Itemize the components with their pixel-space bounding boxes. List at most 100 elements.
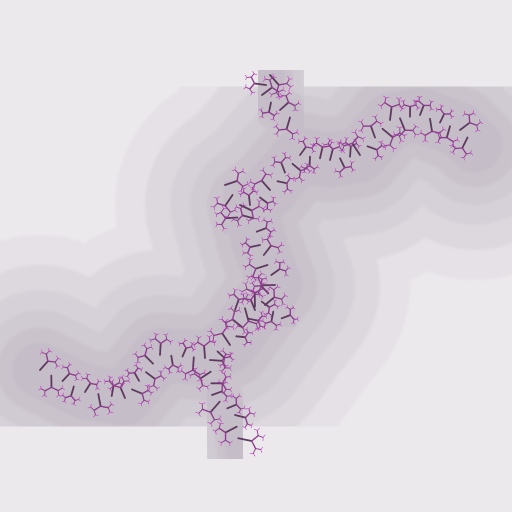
filament-segment: [218, 381, 223, 386]
filament-segment: [263, 326, 267, 330]
filament-segment: [135, 351, 137, 355]
filament-segment: [236, 214, 244, 222]
filament-segment: [271, 196, 274, 199]
filament-segment: [254, 288, 264, 294]
filament-segment: [257, 292, 263, 297]
filament-segment: [220, 439, 226, 444]
filament-segment: [194, 373, 202, 380]
filament-segment: [197, 379, 201, 382]
filament-segment: [223, 399, 227, 402]
filament-segment: [285, 267, 289, 272]
filament-segment: [242, 320, 250, 328]
filament-segment: [309, 169, 313, 172]
filament-segment: [292, 131, 298, 135]
filament-segment: [227, 211, 231, 217]
filament-segment: [281, 152, 285, 154]
filament-segment: [256, 427, 260, 431]
filament-segment: [439, 108, 445, 115]
filament-segment: [267, 306, 271, 314]
filament-segment: [341, 145, 345, 152]
filament-segment: [463, 157, 465, 161]
filament-segment: [229, 294, 235, 296]
filament-segment: [343, 142, 354, 147]
filament-segment: [251, 332, 254, 336]
filament-segment: [414, 100, 420, 103]
filament-segment: [119, 386, 126, 399]
filament-segment: [147, 389, 152, 394]
filament-segment: [281, 295, 286, 300]
filament-segment: [382, 145, 386, 149]
filament-segment: [90, 406, 95, 411]
filament-segment: [240, 407, 245, 410]
filament-segment: [261, 173, 267, 182]
filament-segment: [269, 74, 280, 86]
filament-segment: [251, 440, 257, 450]
filament-segment: [215, 224, 218, 228]
filament-segment: [246, 408, 250, 410]
filament-segment: [221, 381, 227, 386]
filament-segment: [260, 449, 263, 453]
filament-segment: [247, 320, 258, 325]
filament-segment: [232, 219, 239, 222]
filament-segment: [270, 218, 273, 222]
filament-segment: [380, 140, 384, 143]
filament-segment: [93, 405, 102, 411]
filament-segment: [250, 254, 254, 256]
filament-segment: [257, 435, 264, 438]
filament-segment: [191, 342, 195, 344]
filament-segment: [456, 139, 460, 142]
filament-segment: [243, 86, 246, 90]
filament-segment: [232, 326, 235, 331]
filament-segment: [286, 182, 289, 190]
filament-segment: [260, 320, 263, 323]
filament-segment: [358, 130, 362, 132]
filament-segment: [393, 147, 398, 149]
filament-segment: [284, 307, 288, 309]
filament-segment: [209, 334, 213, 338]
filament-segment: [242, 282, 246, 285]
filament-segment: [412, 129, 416, 136]
filament-segment: [263, 219, 268, 223]
filament-segment: [153, 378, 156, 387]
filament-segment: [234, 207, 236, 211]
filament-segment: [249, 282, 253, 284]
filament-segment: [49, 350, 53, 353]
filament-segment: [251, 434, 259, 442]
filament-segment: [261, 86, 273, 96]
filament-segment: [311, 172, 315, 174]
filament-segment: [204, 369, 206, 374]
filament-segment: [251, 423, 254, 426]
filament-segment: [270, 174, 273, 179]
filament-segment: [242, 331, 245, 336]
filament-segment: [224, 205, 232, 213]
filament-segment: [225, 364, 229, 367]
filament-segment: [223, 370, 226, 374]
filament-segment: [341, 142, 347, 145]
filament-segment: [242, 294, 245, 300]
filament-segment: [232, 287, 236, 291]
filament-segment: [192, 349, 194, 352]
filament-segment: [62, 392, 64, 396]
filament-segment: [244, 416, 249, 425]
filament-segment: [244, 412, 251, 419]
filament-segment: [415, 126, 419, 128]
filament-segment: [206, 384, 210, 387]
filament-segment: [292, 305, 294, 308]
filament-segment: [272, 200, 276, 205]
filament-segment: [369, 125, 376, 139]
filament-segment: [61, 387, 65, 390]
filament-segment: [314, 144, 318, 147]
filament-segment: [74, 378, 77, 382]
filament-segment: [300, 167, 308, 172]
filament-segment: [273, 203, 276, 207]
filament-segment: [111, 403, 115, 406]
filament-segment: [170, 340, 174, 343]
filament-segment: [248, 217, 254, 222]
filament-segment: [238, 297, 247, 301]
filament-segment: [214, 212, 217, 215]
filament-segment: [297, 318, 299, 322]
filament-segment: [85, 372, 89, 375]
filament-segment: [349, 145, 352, 158]
filament-segment: [131, 388, 144, 395]
filament-segment: [340, 175, 344, 178]
